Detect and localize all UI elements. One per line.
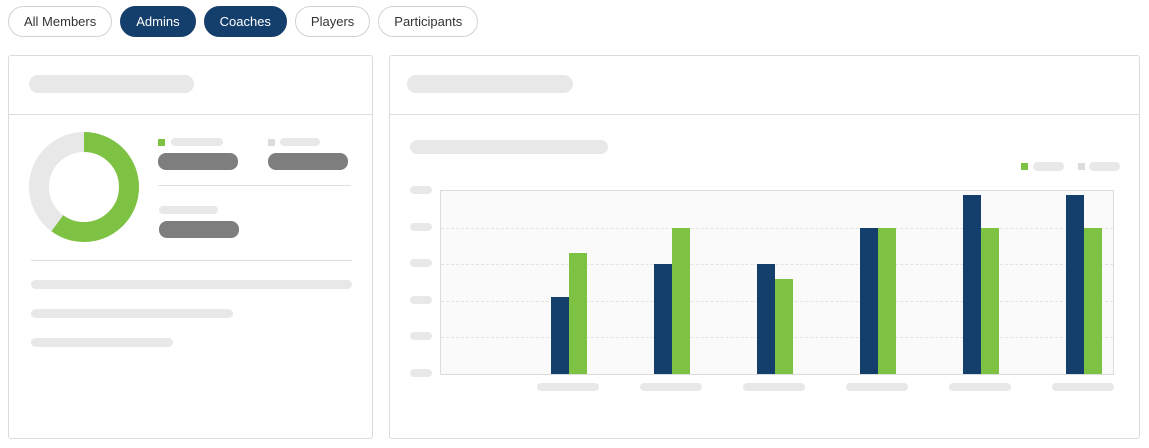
stat-label-placeholder-3 xyxy=(159,206,218,214)
member-filter-bar: All Members Admins Coaches Players Parti… xyxy=(8,6,479,37)
text-line-placeholder-3 xyxy=(31,338,173,347)
bar-cat5-series1[interactable] xyxy=(963,194,981,374)
chart-legend-green-square xyxy=(1021,163,1028,170)
bar-cat2-series2[interactable] xyxy=(672,227,690,374)
text-line-placeholder-1 xyxy=(31,280,352,289)
x-tick-placeholder xyxy=(537,383,599,391)
filter-participants-button[interactable]: Participants xyxy=(378,6,479,37)
chart-card-header xyxy=(390,56,1139,115)
stat-value-placeholder-3 xyxy=(159,221,239,238)
chart-legend-label-placeholder-2 xyxy=(1089,162,1120,171)
x-tick-placeholder xyxy=(640,383,702,391)
chart-legend-gray-square xyxy=(1078,163,1085,170)
bar-cat4-series1[interactable] xyxy=(860,227,878,374)
bar-cat1-series1[interactable] xyxy=(551,297,569,374)
bar-cat4-series2[interactable] xyxy=(878,227,896,374)
bar-chart-card xyxy=(389,55,1140,439)
plot-area xyxy=(440,190,1114,375)
stat-label-placeholder-2 xyxy=(280,138,320,146)
y-tick-placeholder xyxy=(410,222,432,231)
filter-admins-button[interactable]: Admins xyxy=(120,6,196,37)
y-tick-placeholder xyxy=(410,259,432,268)
legend-green-square xyxy=(158,139,165,146)
x-tick-placeholder xyxy=(949,383,1011,391)
text-line-placeholder-2 xyxy=(31,309,233,318)
bar-cat1-series2[interactable] xyxy=(569,253,587,374)
gridline xyxy=(441,264,1113,266)
y-tick-placeholder xyxy=(410,332,432,341)
donut-filled-arc xyxy=(29,132,139,242)
legend-gray-square xyxy=(268,139,275,146)
x-tick-placeholder xyxy=(743,383,805,391)
donut-chart xyxy=(29,132,139,242)
x-tick-placeholder xyxy=(1052,383,1114,391)
bar-cat3-series2[interactable] xyxy=(775,278,793,374)
chart-card-title-placeholder xyxy=(407,75,573,93)
stat-value-placeholder-2 xyxy=(268,153,348,170)
bar-cat5-series2[interactable] xyxy=(981,227,999,374)
bar-cat6-series1[interactable] xyxy=(1066,194,1084,374)
stat-value-placeholder-1 xyxy=(158,153,238,170)
chart-legend-label-placeholder-1 xyxy=(1033,162,1064,171)
stats-divider xyxy=(158,185,351,186)
summary-title-placeholder xyxy=(29,75,194,93)
y-tick-placeholder xyxy=(410,186,432,194)
chart-subtitle-placeholder xyxy=(410,140,608,154)
stat-label-placeholder-1 xyxy=(171,138,223,146)
summary-card-header xyxy=(9,56,372,115)
y-tick-placeholder xyxy=(410,369,432,377)
y-tick-placeholder xyxy=(410,295,432,304)
bar-cat6-series2[interactable] xyxy=(1084,227,1102,374)
bar-cat2-series1[interactable] xyxy=(654,264,672,374)
filter-all-members-button[interactable]: All Members xyxy=(8,6,113,37)
summary-divider xyxy=(31,260,352,261)
filter-coaches-button[interactable]: Coaches xyxy=(203,6,287,37)
summary-card xyxy=(8,55,373,439)
bar-cat3-series1[interactable] xyxy=(757,264,775,374)
filter-players-button[interactable]: Players xyxy=(294,6,371,37)
x-tick-placeholder xyxy=(846,383,908,391)
gridline xyxy=(441,227,1113,229)
